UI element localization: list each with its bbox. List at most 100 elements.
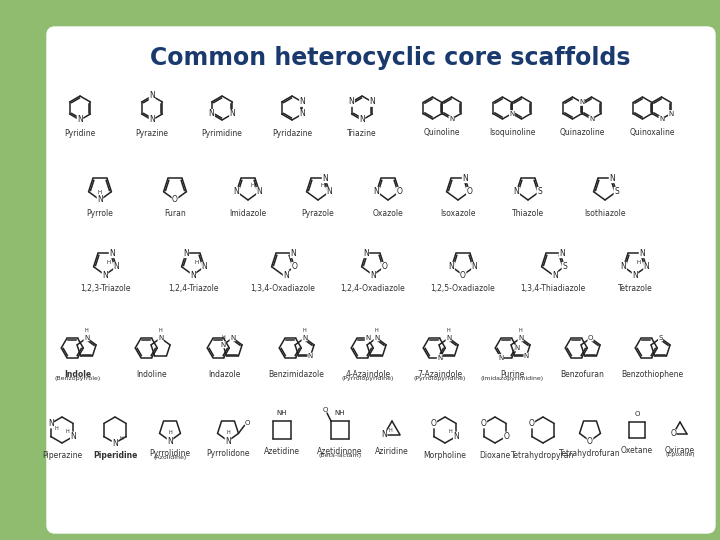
Text: 7-Azaindole: 7-Azaindole xyxy=(418,370,462,379)
Text: 1,2,3-Triazole: 1,2,3-Triazole xyxy=(80,284,130,293)
Text: N: N xyxy=(300,98,305,106)
Text: H: H xyxy=(194,260,199,265)
Text: O: O xyxy=(460,271,466,280)
Text: O: O xyxy=(587,436,593,446)
Text: H: H xyxy=(388,428,392,433)
Text: N: N xyxy=(290,249,296,258)
Text: N: N xyxy=(190,271,196,280)
Text: N: N xyxy=(109,249,115,258)
Text: 1,2,4-Triazole: 1,2,4-Triazole xyxy=(168,284,218,293)
Text: N: N xyxy=(230,110,235,118)
Text: Triazine: Triazine xyxy=(347,129,377,138)
Text: Imidazole: Imidazole xyxy=(230,209,266,218)
Text: N: N xyxy=(659,116,664,122)
Text: O: O xyxy=(503,432,509,441)
Text: Tetrahydropyran: Tetrahydropyran xyxy=(511,451,575,460)
Text: N: N xyxy=(220,342,225,348)
Text: Piperazine: Piperazine xyxy=(42,451,82,460)
Text: NH: NH xyxy=(276,410,287,416)
Text: N: N xyxy=(114,262,120,271)
Text: H: H xyxy=(302,328,307,334)
Text: Benzothiophene: Benzothiophene xyxy=(621,370,683,379)
Text: (Beta-lactam): (Beta-lactam) xyxy=(318,453,361,458)
Text: Azetidinone: Azetidinone xyxy=(318,447,363,456)
Text: H: H xyxy=(449,429,452,434)
Text: Pyrrole: Pyrrole xyxy=(86,209,114,218)
Text: (Benzopyrrole): (Benzopyrrole) xyxy=(55,376,101,381)
Text: N: N xyxy=(167,436,173,446)
Text: N: N xyxy=(77,116,83,125)
Text: Pyrrolidone: Pyrrolidone xyxy=(206,449,250,458)
Text: H: H xyxy=(107,260,110,265)
Text: H: H xyxy=(98,190,102,194)
Text: N: N xyxy=(183,249,189,258)
Text: O: O xyxy=(528,419,535,428)
Text: N: N xyxy=(71,432,76,441)
Text: H: H xyxy=(66,429,69,434)
Text: N: N xyxy=(84,335,89,341)
Text: Oxetane: Oxetane xyxy=(621,446,653,455)
Text: N: N xyxy=(225,436,231,446)
Text: N: N xyxy=(102,271,108,280)
Text: N: N xyxy=(609,174,615,183)
Text: N: N xyxy=(256,187,262,196)
Text: (Pyrrolopyridine): (Pyrrolopyridine) xyxy=(414,376,466,381)
Text: N: N xyxy=(369,98,375,106)
Text: N: N xyxy=(552,271,558,280)
Text: Isothiazole: Isothiazole xyxy=(584,209,626,218)
Text: Pyridine: Pyridine xyxy=(64,129,96,138)
Text: Furan: Furan xyxy=(164,209,186,218)
Text: N: N xyxy=(302,335,307,341)
Text: H: H xyxy=(374,328,379,334)
Text: H: H xyxy=(55,426,58,431)
Text: O: O xyxy=(467,187,472,196)
Text: O: O xyxy=(172,195,178,205)
Text: N: N xyxy=(580,99,585,105)
Text: N: N xyxy=(374,187,379,196)
Text: N: N xyxy=(365,335,370,341)
Text: N: N xyxy=(382,430,387,439)
Text: S: S xyxy=(658,335,663,341)
Text: N: N xyxy=(359,116,365,125)
Text: Tetrazole: Tetrazole xyxy=(618,284,652,293)
Text: N: N xyxy=(300,110,305,118)
Text: N: N xyxy=(112,438,118,448)
Text: O: O xyxy=(382,262,387,271)
Text: Oxazole: Oxazole xyxy=(373,209,403,218)
Text: N: N xyxy=(462,174,468,183)
Text: Indoline: Indoline xyxy=(137,370,167,379)
Text: N: N xyxy=(498,355,503,361)
Text: H: H xyxy=(221,335,225,340)
Text: Isoxazole: Isoxazole xyxy=(440,209,476,218)
Text: O: O xyxy=(292,262,297,271)
Text: 1,2,4-Oxadiazole: 1,2,4-Oxadiazole xyxy=(341,284,405,293)
Text: N: N xyxy=(370,271,376,280)
Text: S: S xyxy=(562,262,567,271)
Text: Common heterocyclic core scaffolds: Common heterocyclic core scaffolds xyxy=(150,46,630,70)
Text: N: N xyxy=(327,187,333,196)
Text: N: N xyxy=(446,335,451,341)
Text: Pyrimidine: Pyrimidine xyxy=(202,129,243,138)
Text: Oxirane: Oxirane xyxy=(665,446,695,455)
FancyBboxPatch shape xyxy=(47,27,715,533)
Text: (Azolidine): (Azolidine) xyxy=(153,455,186,460)
Text: Benzimidazole: Benzimidazole xyxy=(268,370,324,379)
Text: Aziridine: Aziridine xyxy=(375,447,409,456)
Text: N: N xyxy=(509,111,515,117)
Text: H: H xyxy=(158,328,163,334)
Text: N: N xyxy=(472,262,477,271)
Text: O: O xyxy=(397,187,402,196)
Text: Purine: Purine xyxy=(500,370,524,379)
Text: Morpholine: Morpholine xyxy=(423,451,467,460)
Text: 1,2,5-Oxadiazole: 1,2,5-Oxadiazole xyxy=(431,284,495,293)
Text: N: N xyxy=(632,271,638,280)
Text: 1,3,4-Oxadiazole: 1,3,4-Oxadiazole xyxy=(251,284,315,293)
Text: Benzofuran: Benzofuran xyxy=(560,370,604,379)
Text: N: N xyxy=(513,187,519,196)
Text: N: N xyxy=(322,174,328,183)
Text: H: H xyxy=(320,183,325,188)
Text: Isoquinoline: Isoquinoline xyxy=(489,128,535,137)
Text: (Epoxide): (Epoxide) xyxy=(665,452,695,457)
Text: Piperidine: Piperidine xyxy=(93,451,138,460)
Text: N: N xyxy=(668,111,674,117)
